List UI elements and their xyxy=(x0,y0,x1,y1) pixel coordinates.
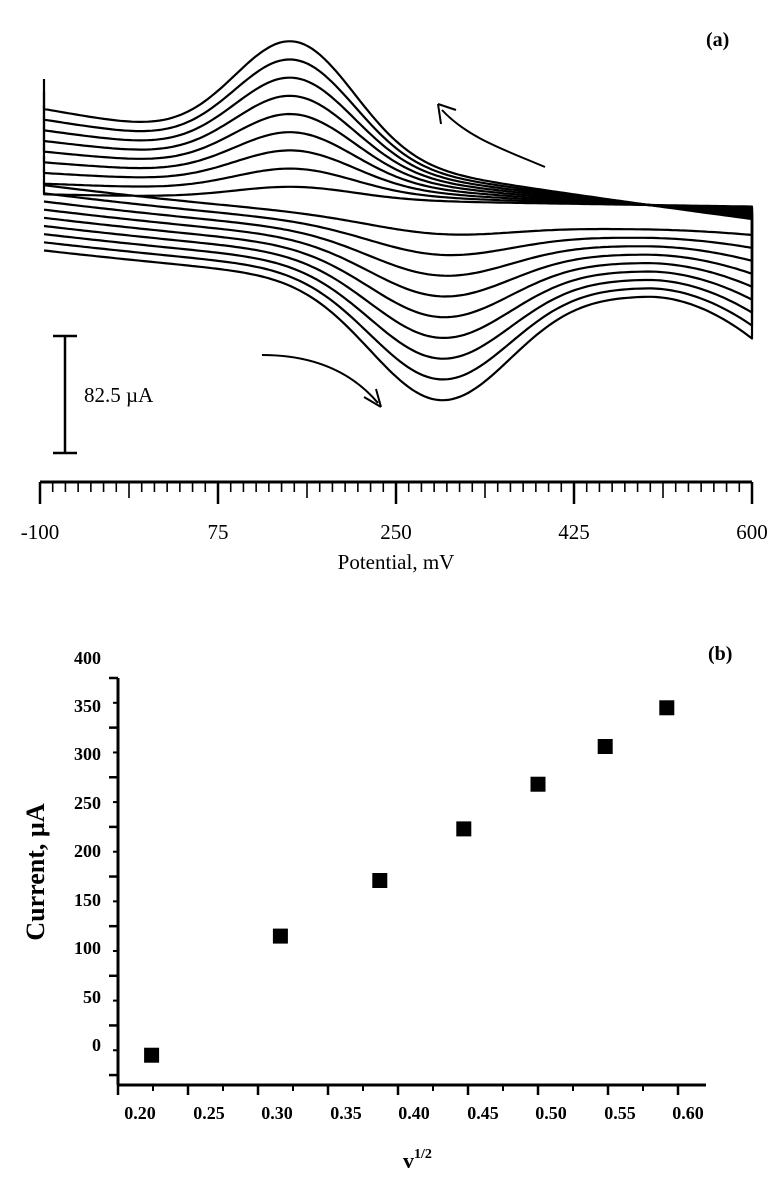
x-tick-label-a: -100 xyxy=(21,520,60,544)
y-tick-label-b: 200 xyxy=(74,841,101,861)
data-point xyxy=(372,873,388,889)
x-ticks-a xyxy=(38,482,754,504)
y-tick-label-b: 100 xyxy=(74,938,101,958)
x-tick-label-b: 0.50 xyxy=(535,1103,567,1123)
x-tick-label-b: 0.60 xyxy=(672,1103,704,1123)
data-point xyxy=(597,738,613,754)
x-tick-label-b: 0.20 xyxy=(124,1103,156,1123)
x-tick-label-a: 425 xyxy=(558,520,590,544)
scatter-points xyxy=(144,700,675,1063)
cv-curve xyxy=(42,182,754,236)
data-point xyxy=(530,776,546,792)
y-tick-labels-b: 0 50 100 150 200 250 300 350 400 xyxy=(74,648,101,1055)
cv-curve xyxy=(42,58,754,381)
y-tick-label-b: 0 xyxy=(92,1035,101,1055)
x-tick-label-b: 0.45 xyxy=(467,1103,499,1123)
y-tick-label-b: 50 xyxy=(83,987,101,1007)
y-tick-label-b: 350 xyxy=(74,696,101,716)
cv-curves xyxy=(42,40,754,402)
y-tick-label-b: 400 xyxy=(74,648,101,668)
x-tick-labels-b: 0.20 0.25 0.30 0.35 0.40 0.45 0.50 0.55 … xyxy=(124,1103,704,1123)
cv-curve xyxy=(42,76,754,360)
axis-ticks-b xyxy=(109,676,680,1095)
cv-curve xyxy=(42,112,754,319)
x-tick-label-b: 0.30 xyxy=(261,1103,293,1123)
x-tick-label-b: 0.35 xyxy=(330,1103,362,1123)
x-axis-title-a: Potential, mV xyxy=(338,550,455,574)
data-point xyxy=(272,928,288,944)
x-tick-label-b: 0.40 xyxy=(398,1103,430,1123)
cv-curve xyxy=(42,94,754,339)
panel-a-label: (a) xyxy=(706,29,729,51)
arrow-lower-icon xyxy=(261,354,382,408)
cv-curve xyxy=(42,131,754,298)
arrow-upper-icon xyxy=(437,103,546,168)
cv-curve xyxy=(42,40,754,402)
x-tick-label-b: 0.25 xyxy=(193,1103,225,1123)
x-tick-label-a: 600 xyxy=(736,520,768,544)
y-tick-label-b: 300 xyxy=(74,744,101,764)
x-tick-label-a: 75 xyxy=(208,520,229,544)
panel-a: (a) 82.5 µA -100 75 250 425 600 Potenti xyxy=(21,29,768,574)
y-axis-title-text: Current, µA xyxy=(21,803,50,940)
panel-b: (b) 0 50 100 150 200 250 300 350 400 0.2… xyxy=(21,643,732,1173)
data-point xyxy=(456,821,472,837)
current-scale-bar xyxy=(53,334,77,455)
x-tick-labels-a: -100 75 250 425 600 xyxy=(21,520,768,544)
cv-curve xyxy=(42,149,754,277)
x-axis-title-base: v xyxy=(403,1148,414,1173)
panel-b-label: (b) xyxy=(708,643,732,665)
y-tick-label-b: 150 xyxy=(74,890,101,910)
cv-curve xyxy=(42,167,754,257)
x-axis-title-b: v1/2 xyxy=(403,1147,432,1173)
scale-bar-label: 82.5 µA xyxy=(84,383,154,407)
y-tick-label-b: 250 xyxy=(74,793,101,813)
x-axis-title-exponent: 1/2 xyxy=(414,1147,432,1162)
data-point xyxy=(144,1047,160,1063)
data-point xyxy=(659,700,675,716)
x-tick-label-a: 250 xyxy=(380,520,412,544)
x-tick-label-b: 0.55 xyxy=(604,1103,636,1123)
y-axis-title-b: Current, µA xyxy=(21,803,50,940)
